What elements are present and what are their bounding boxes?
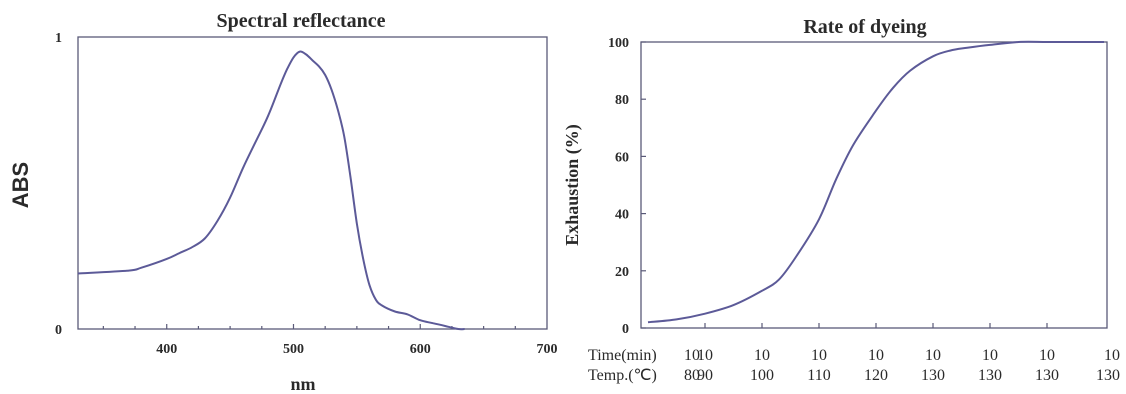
chart-spectral-x-label: nm (290, 374, 315, 394)
dyeing-y-tick-label: 40 (615, 208, 629, 223)
dyeing-time-tick-label: 10 (754, 347, 770, 364)
dyeing-time-tick-label: 10 (1104, 347, 1120, 364)
chart-dyeing-y-label: Exhaustion (%) (562, 124, 583, 246)
dyeing-time-tick-label: 10 (868, 347, 884, 364)
dyeing-temp-tick-label: 130 (921, 367, 945, 384)
spectral-x-tick-label: 600 (410, 342, 431, 357)
dyeing-temp-tick-label: 130 (1035, 367, 1059, 384)
dyeing-time-tick-label: 10 (925, 347, 941, 364)
chart-spectral: Spectral reflectance 400 500 600 700 01 nm … (8, 10, 558, 394)
chart-dyeing-curve (647, 40, 1104, 324)
dyeing-y-tick-label: 100 (608, 36, 629, 51)
chart-spectral-title: Spectral reflectance (217, 10, 386, 32)
chart-spectral-x-ticks: 400 500 600 700 (102, 324, 558, 357)
dyeing-time-tick-label: 10 (1039, 347, 1055, 364)
spectral-x-tick-label: 700 (537, 342, 558, 357)
dyeing-time-tick-label: 10 (811, 347, 827, 364)
chart-dyeing-frame (640, 41, 1108, 329)
chart-dyeing-x-ticks: 10 80 10 90 10 100 10 110 10 120 10 130 10 130 10 130 10… (684, 323, 1120, 384)
dyeing-y-tick-label: 0 (622, 322, 629, 337)
dyeing-y-tick-label: 60 (615, 150, 629, 165)
chart-spectral-frame (77, 36, 548, 330)
spectral-y-tick-label: 0 (55, 323, 62, 338)
chart-dyeing-y-ticks: 0 20 40 60 80 100 (608, 36, 646, 337)
chart-spectral-curve (77, 50, 465, 331)
chart-spectral-y-ticks: 01 (55, 31, 62, 338)
dyeing-temp-tick-label: 130 (978, 367, 1002, 384)
dyeing-time-tick-label: 10 (684, 347, 700, 364)
dyeing-y-tick-label: 20 (615, 265, 629, 280)
dyeing-temp-tick-label: 90 (697, 367, 713, 384)
dyeing-time-tick-label: 10 (697, 347, 713, 364)
chart-dyeing-time-row-label: Time(min) (588, 347, 657, 364)
chart-dyeing-title: Rate of dyeing (803, 16, 926, 38)
spectral-y-tick-label: 1 (55, 31, 62, 46)
dyeing-temp-tick-label: 110 (807, 367, 830, 384)
dyeing-time-tick-label: 10 (982, 347, 998, 364)
chart-spectral-y-label: ABS (8, 162, 33, 208)
dyeing-temp-tick-label: 120 (864, 367, 888, 384)
chart-dyeing-temp-row-label: Temp.(℃) (588, 367, 657, 384)
dyeing-temp-tick-label: 100 (750, 367, 774, 384)
dyeing-y-tick-label: 80 (615, 93, 629, 108)
dyeing-temp-tick-label: 130 (1096, 367, 1120, 384)
spectral-x-tick-label: 400 (156, 342, 177, 357)
dyeing-temp-tick-label: 80 (684, 367, 700, 384)
spectral-x-tick-label: 500 (283, 342, 304, 357)
